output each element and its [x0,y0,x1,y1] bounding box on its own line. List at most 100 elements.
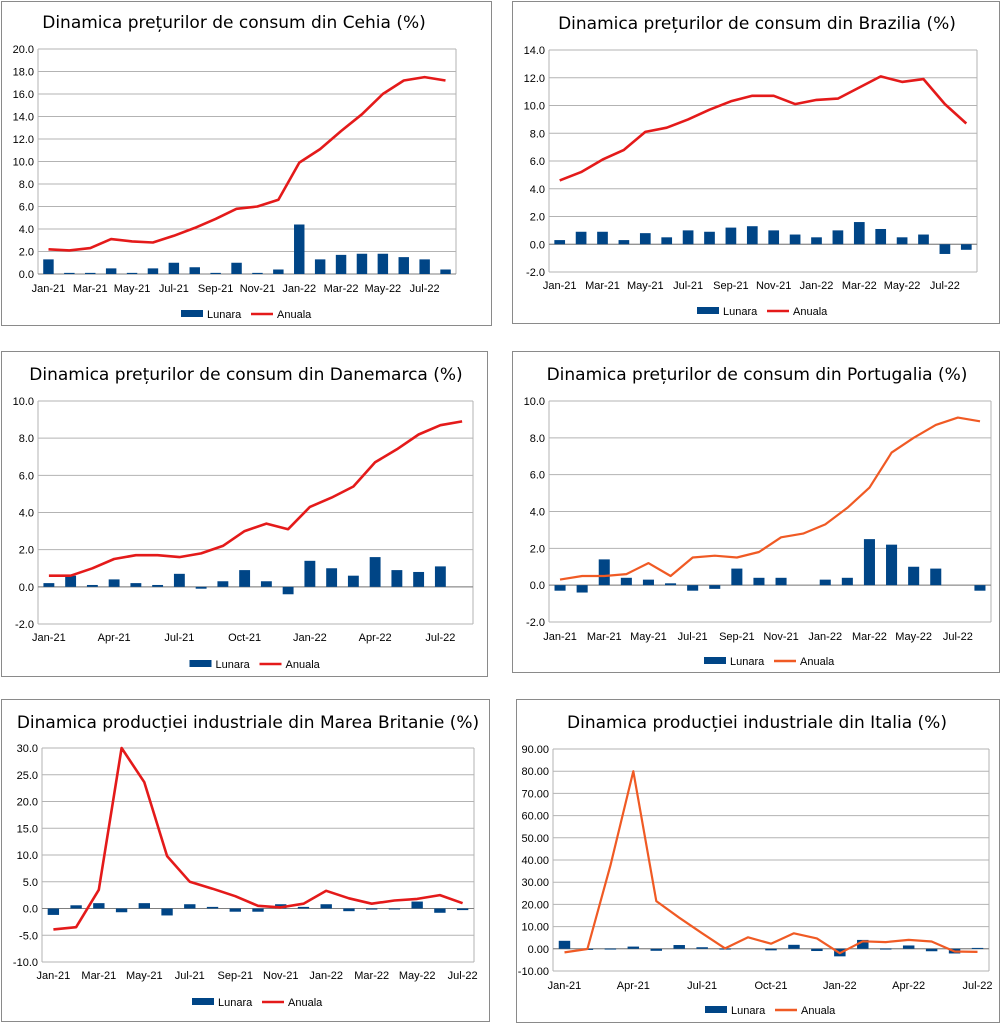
y-tick-label: 70.00 [521,788,549,800]
bar-lunara-sep-21 [217,581,229,587]
bar-lunara-jun-21 [665,583,677,586]
x-tick-label: Jul-22 [930,280,960,292]
bar-lunara-may-21 [126,272,138,274]
x-tick-label: May-22 [895,631,932,643]
x-tick-label: May-21 [630,631,667,643]
y-tick-label: 6.0 [530,156,545,168]
bar-lunara-sep-21 [731,568,743,586]
x-tick-label: Jan-22 [823,980,857,992]
x-tick-label: Jul-21 [687,980,717,992]
bar-lunara-jan-21 [43,583,55,587]
x-tick-label: Jul-21 [678,631,708,643]
y-tick-label: 10.0 [13,157,34,169]
x-tick-label: Apr-21 [98,632,131,644]
legend-label-anuala: Anuala [286,659,321,671]
x-tick-label: Mar-21 [81,970,116,982]
bar-lunara-jan-21 [47,908,60,915]
y-tick-label: 20.0 [13,44,34,56]
bar-lunara-feb-21 [575,231,587,245]
bar-lunara-apr-21 [620,577,632,586]
y-tick-label: 80.00 [521,766,549,778]
y-tick-label: 0.00 [528,944,549,956]
x-tick-label: Jan-22 [808,631,842,643]
bar-lunara-may-22 [925,948,938,952]
bar-lunara-mar-21 [86,584,98,587]
x-tick-label: Jul-22 [425,632,455,644]
x-tick-label: May-21 [126,970,163,982]
bar-lunara-apr-21 [105,268,117,274]
bar-lunara-apr-21 [627,946,640,949]
bar-lunara-nov-21 [768,230,780,245]
bar-lunara-jul-21 [687,585,699,591]
x-tick-label: Jul-21 [673,280,703,292]
bar-lunara-jun-21 [661,237,673,245]
x-tick-label: Jul-22 [963,980,993,992]
bar-lunara-mar-22 [863,539,875,586]
y-tick-label: -5.0 [19,930,38,942]
legend-swatch-lunara [189,660,212,667]
y-tick-label: 16.0 [13,89,34,101]
y-tick-label: 0.0 [19,269,34,281]
x-tick-label: Sep-21 [719,631,754,643]
x-tick-label: Jan-21 [32,632,66,644]
x-tick-label: Sep-21 [713,280,748,292]
x-tick-label: Sep-21 [218,970,253,982]
chart-svg: Dinamica prețurilor de consum din Danema… [13,365,474,671]
bar-lunara-aug-21 [709,585,721,589]
y-tick-label: 5.0 [23,877,38,889]
y-tick-label: -2.0 [526,267,545,279]
x-tick-label: Apr-22 [359,632,392,644]
bar-lunara-mar-22 [853,222,865,245]
x-tick-label: Jan-21 [37,970,71,982]
bar-lunara-jun-22 [413,571,425,587]
bar-lunara-jun-21 [673,945,685,949]
y-tick-label: 2.0 [530,543,545,555]
bar-lunara-aug-22 [440,269,451,274]
bar-lunara-mar-21 [93,903,105,909]
bar-lunara-jan-22 [819,579,831,586]
bar-lunara-feb-22 [326,568,338,587]
x-tick-label: Jul-22 [410,283,440,295]
bar-lunara-jan-21 [558,940,571,949]
chart-svg: Dinamica producției industriale din Mare… [13,713,479,1009]
bar-lunara-nov-21 [775,577,787,586]
y-tick-label: 90.00 [521,744,549,756]
chart-title: Dinamica prețurilor de consum din Danema… [29,365,462,385]
bar-lunara-jan-22 [294,224,305,274]
x-tick-label: Mar-21 [73,283,108,295]
line-anuala [53,746,464,931]
y-tick-label: 20.0 [17,797,38,809]
bar-lunara-jul-21 [168,262,180,274]
bar-lunara-feb-21 [70,905,82,909]
bar-lunara-jul-22 [419,259,430,274]
y-tick-label: -10.0 [13,957,38,969]
bar-lunara-feb-22 [343,908,355,912]
x-tick-label: Mar-22 [852,631,887,643]
y-tick-label: 15.0 [17,823,38,835]
y-tick-label: 0.0 [23,904,38,916]
bar-lunara-feb-21 [64,272,75,274]
y-tick-label: 8.0 [19,433,34,445]
x-tick-label: Nov-21 [756,280,791,292]
bar-lunara-may-21 [639,233,651,245]
bar-lunara-apr-22 [875,228,887,245]
bar-lunara-oct-21 [231,262,242,274]
bar-lunara-mar-22 [335,254,347,274]
chart-marea-britanie: Dinamica producției industriale din Mare… [1,699,490,1022]
x-tick-label: May-22 [884,280,921,292]
y-tick-label: 10.0 [524,101,545,113]
bar-lunara-feb-21 [65,575,77,587]
y-tick-label: 2.0 [19,545,34,557]
bar-lunara-jan-21 [554,585,566,591]
legend-label-lunara: Lunara [207,309,242,321]
bar-lunara-nov-21 [260,581,272,587]
bar-lunara-feb-22 [857,939,869,949]
bar-lunara-jun-21 [147,268,159,274]
x-tick-label: Jul-21 [159,283,189,295]
y-tick-label: 10.0 [524,396,545,408]
y-tick-label: -10.00 [518,966,549,978]
bar-lunara-jun-22 [930,568,942,586]
y-tick-label: 0.0 [530,580,545,592]
line-anuala [48,420,463,577]
bar-lunara-jul-22 [456,908,469,911]
